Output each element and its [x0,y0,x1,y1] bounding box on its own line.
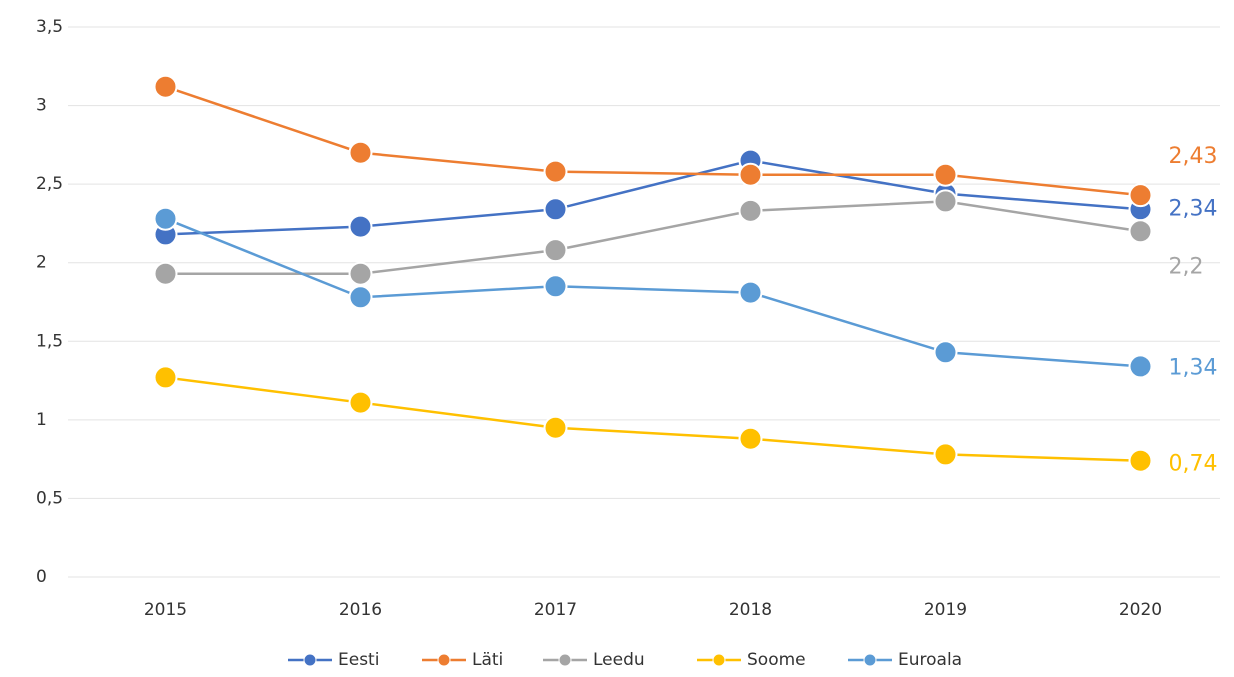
marker [543,159,568,184]
marker [933,442,958,467]
marker [738,280,763,305]
marker [153,74,178,99]
data-label: 1,34 [1169,355,1218,380]
x-tick-label: 2015 [144,600,187,620]
legend-label: Euroala [898,650,962,670]
y-tick-label: 2 [36,253,47,273]
series-line [165,159,1141,236]
x-tick-label: 2019 [924,600,967,620]
marker [1128,448,1153,473]
legend-marker [437,653,451,667]
series-line [165,376,1141,462]
marker [348,285,373,310]
marker [1128,219,1153,244]
x-tick-label: 2020 [1119,600,1162,620]
data-label: 0,74 [1169,452,1218,477]
marker [348,214,373,239]
data-label: 2,34 [1169,196,1218,221]
marker [543,274,568,299]
legend-marker [303,653,317,667]
data-label: 2,2 [1169,254,1204,279]
series-line [165,217,1141,368]
marker [543,197,568,222]
legend-marker [712,653,726,667]
marker [348,390,373,415]
series-line [165,200,1141,275]
y-tick-label: 0,5 [36,488,63,508]
marker [933,162,958,187]
series-line [165,85,1141,197]
legend-label: Läti [472,650,503,670]
marker [153,261,178,286]
x-tick-label: 2018 [729,600,772,620]
marker [543,238,568,263]
legend-label: Eesti [338,650,379,670]
legend-marker [863,653,877,667]
legend-label: Leedu [593,650,645,670]
legend-marker [558,653,572,667]
marker [1128,183,1153,208]
y-tick-label: 3 [36,96,47,116]
data-label: 2,43 [1169,144,1218,169]
marker [153,206,178,231]
marker [738,198,763,223]
y-tick-label: 0 [36,567,47,587]
marker [738,162,763,187]
marker [1128,354,1153,379]
y-tick-label: 1 [36,410,47,430]
marker [543,415,568,440]
x-tick-label: 2016 [339,600,382,620]
y-tick-label: 2,5 [36,174,63,194]
marker [348,140,373,165]
marker [738,426,763,451]
legend-label: Soome [747,650,806,670]
x-tick-label: 2017 [534,600,577,620]
y-tick-label: 3,5 [36,17,63,37]
marker [348,261,373,286]
y-tick-label: 1,5 [36,331,63,351]
marker [153,365,178,390]
marker [933,340,958,365]
marker [933,189,958,214]
